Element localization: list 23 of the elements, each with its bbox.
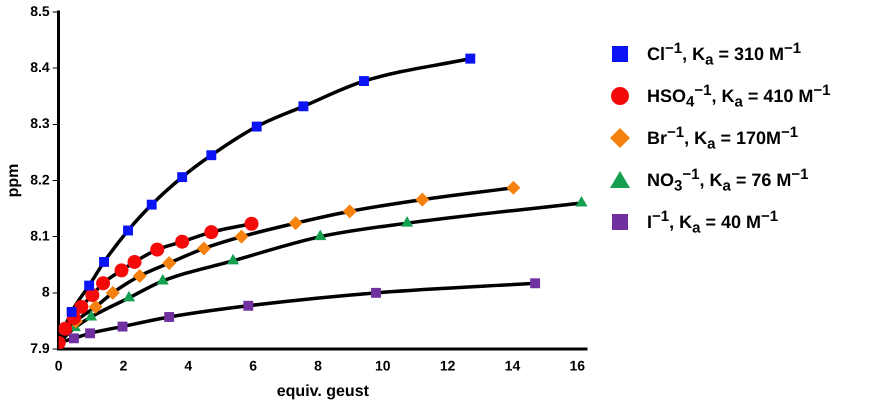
legend-label: Br$^{−1}$, K$_{a}$ = 170M$^{−1}$	[647, 124, 798, 152]
y-tick-label: 8	[42, 284, 50, 300]
x-tick-label: 4	[184, 357, 192, 374]
legend-label: I$^{−1}$, K$_{a}$ = 40 M$^{−1}$	[647, 208, 778, 236]
x-tick-label: 2	[120, 357, 128, 374]
x-tick-label: 0	[54, 357, 63, 374]
x-tick-label: 14	[504, 357, 520, 374]
legend-label: HSO$_{4}$$^{−1}$, K$_{a}$ = 410 M$^{−1}$	[647, 82, 830, 110]
x-tick-label: 10	[375, 357, 391, 374]
y-tick-label: 8.4	[30, 59, 50, 76]
y-axis-title: ppm	[5, 164, 22, 198]
y-tick-label: 8.3	[30, 115, 50, 132]
y-tick-label: 8.1	[30, 228, 50, 244]
y-tick-label: 7.9	[30, 340, 50, 356]
y-tick-label: 8.2	[30, 171, 50, 188]
x-tick-label: 8	[314, 357, 322, 374]
x-tick-label: 16	[569, 357, 586, 374]
legend-label: NO$_{3}$$^{−1}$, K$_{a}$ = 76 M$^{−1}$	[647, 166, 808, 194]
x-axis-title: equiv. geust	[276, 382, 370, 400]
x-tick-label: 12	[440, 357, 456, 374]
y-tick-label: 8.5	[30, 2, 50, 19]
legend-label: Cl$^{−1}$, K$_{a}$ = 310 M$^{−1}$	[647, 40, 802, 68]
x-tick-label: 6	[249, 357, 258, 374]
